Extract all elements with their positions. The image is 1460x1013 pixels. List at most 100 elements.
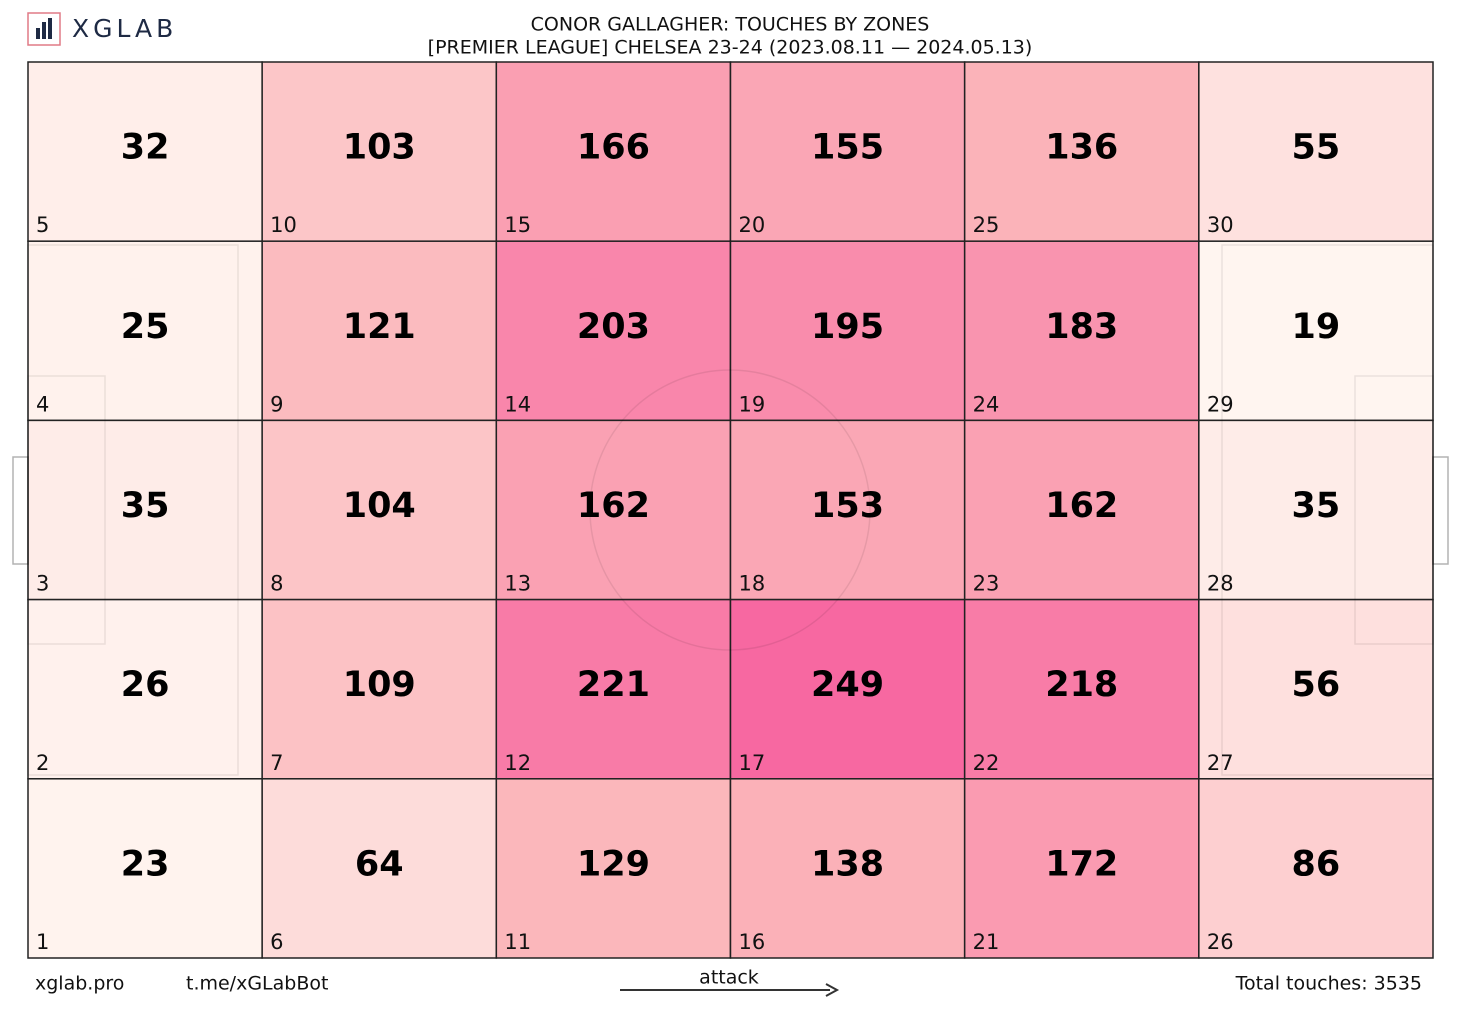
zone-value: 23 (121, 844, 170, 884)
zone-cell (729, 240, 966, 422)
zone-id: 12 (504, 751, 531, 775)
zone-cell (1198, 419, 1434, 601)
zone-value: 103 (343, 128, 416, 168)
zone-value: 155 (811, 128, 884, 168)
zone-id: 16 (739, 930, 766, 954)
penalty-box (1221, 244, 1434, 776)
zone-value: 138 (811, 844, 884, 884)
zone-value: 166 (577, 128, 650, 168)
zone-id: 20 (739, 213, 766, 237)
zone-cell (963, 240, 1200, 422)
pitch-lines (27, 62, 1434, 958)
zone-cell (1198, 61, 1434, 242)
zone-id: 8 (270, 572, 283, 596)
zone-id: 6 (270, 930, 283, 954)
zone-value: 109 (343, 665, 416, 705)
zone-cell (495, 778, 732, 959)
zone-value: 153 (811, 486, 884, 526)
zone-cell (27, 778, 263, 959)
zone-value: 56 (1292, 665, 1341, 705)
zone-value: 129 (577, 844, 650, 884)
zone-cell (1198, 598, 1434, 780)
zone-cell (963, 419, 1200, 601)
logo-bar (42, 22, 46, 39)
zone-id: 9 (270, 392, 283, 416)
zone-value: 136 (1045, 128, 1118, 168)
zone-value: 104 (343, 486, 416, 526)
zone-id: 28 (1207, 572, 1234, 596)
zone-id: 3 (36, 572, 49, 596)
zone-cell (495, 598, 732, 780)
zone-value: 121 (343, 307, 416, 347)
zone-value: 35 (121, 486, 170, 526)
zone-cell (729, 778, 966, 959)
zone-id: 21 (973, 930, 1000, 954)
zone-value: 162 (1045, 486, 1118, 526)
zone-id: 19 (739, 392, 766, 416)
goal (12, 456, 29, 565)
bot-link: t.me/xGLabBot (186, 973, 328, 995)
logo: XGLAB (27, 12, 177, 46)
zone-cell (261, 778, 498, 959)
goal (1432, 456, 1449, 565)
zone-id: 17 (739, 751, 766, 775)
arrow-head (825, 983, 840, 997)
zone-id: 29 (1207, 392, 1234, 416)
zone-id: 10 (270, 213, 297, 237)
zone-id: 15 (504, 213, 531, 237)
zone-cell (261, 598, 498, 780)
zone-value: 183 (1045, 307, 1118, 347)
zone-id: 4 (36, 392, 49, 416)
zone-cell (963, 778, 1200, 959)
zone-value: 221 (577, 665, 650, 705)
zone-id: 18 (739, 572, 766, 596)
zone-value: 32 (121, 128, 170, 168)
chart-title: CONOR GALLAGHER: TOUCHES BY ZONES (531, 14, 930, 36)
zone-id: 22 (973, 751, 1000, 775)
zone-cell (729, 61, 966, 242)
zone-cell (1198, 240, 1434, 422)
goal-box (27, 375, 106, 645)
zone-cell (1198, 778, 1434, 959)
zone-cell (729, 419, 966, 601)
zone-id: 24 (973, 392, 1000, 416)
zone-cell (963, 598, 1200, 780)
zone-id: 2 (36, 751, 49, 775)
goals (12, 456, 1449, 565)
zone-value: 19 (1292, 307, 1341, 347)
zone-value: 218 (1045, 665, 1118, 705)
zone-value: 249 (811, 665, 884, 705)
zone-id: 27 (1207, 751, 1234, 775)
zone-cell (27, 419, 263, 601)
goal-box (1354, 375, 1434, 645)
zone-cell (261, 419, 498, 601)
zone-value: 195 (811, 307, 884, 347)
total: Total touches: 3535 (1235, 973, 1422, 995)
zone-id: 26 (1207, 930, 1234, 954)
zone-cell (495, 61, 732, 242)
zone-value: 55 (1292, 128, 1341, 168)
zone-id: 14 (504, 392, 531, 416)
zone-id: 23 (973, 572, 1000, 596)
direction-label: attack (699, 967, 759, 989)
zone-value: 26 (121, 665, 170, 705)
zone-id: 7 (270, 751, 283, 775)
zone-value: 25 (121, 307, 170, 347)
zone-id: 30 (1207, 213, 1234, 237)
zone-id: 11 (504, 930, 531, 954)
site: xglab.pro (35, 973, 124, 995)
logo-box (27, 12, 61, 46)
penalty-box (27, 244, 239, 776)
zone-value: 172 (1045, 844, 1118, 884)
zone-cell (27, 598, 263, 780)
brand: XGLAB (72, 14, 177, 43)
zones: 3251031016615155201362555302541219203141… (27, 61, 1434, 959)
zone-value: 203 (577, 307, 650, 347)
zone-value: 64 (355, 844, 404, 884)
zone-value: 162 (577, 486, 650, 526)
zone-cell (27, 240, 263, 422)
zone-cell (27, 61, 263, 242)
zone-id: 25 (973, 213, 1000, 237)
zone-id: 1 (36, 930, 49, 954)
